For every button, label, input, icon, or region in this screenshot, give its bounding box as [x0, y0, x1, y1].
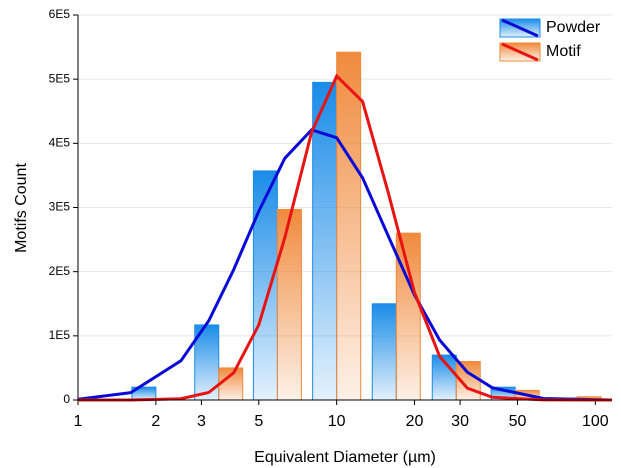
- x-tick-label: 20: [406, 413, 424, 430]
- y-tick-label: 1E5: [49, 328, 71, 342]
- x-tick-label: 5: [254, 413, 263, 430]
- legend-line: [501, 18, 539, 38]
- y-tick-label: 3E5: [49, 200, 71, 214]
- bar: [276, 208, 302, 401]
- x-tick-label: 10: [328, 413, 346, 430]
- bar: [371, 303, 397, 401]
- x-tick-label: 3: [197, 413, 206, 430]
- y-tick-label: 5E5: [49, 71, 71, 85]
- legend-label: Motif: [546, 43, 581, 60]
- x-axis-label: Equivalent Diameter (µm): [254, 449, 436, 466]
- bar: [218, 367, 244, 401]
- x-tick-label: 1: [74, 413, 83, 430]
- x-tick-label: 30: [451, 413, 469, 430]
- fit-line: [78, 73, 613, 402]
- bar: [395, 232, 421, 401]
- bar: [252, 170, 278, 401]
- x-tick-label: 50: [509, 413, 527, 430]
- x-tick-label: 100: [582, 413, 609, 430]
- legend-label: Powder: [546, 19, 601, 36]
- y-tick-label: 4E5: [49, 136, 71, 150]
- y-tick-label: 0: [63, 392, 70, 406]
- bar: [336, 51, 362, 401]
- fit-line: [77, 128, 613, 402]
- y-tick-label: 6E5: [49, 7, 71, 21]
- y-axis-label: Motifs Count: [13, 163, 30, 253]
- y-tick-label: 2E5: [49, 264, 71, 278]
- x-tick-label: 2: [151, 413, 160, 430]
- legend-line: [501, 42, 539, 62]
